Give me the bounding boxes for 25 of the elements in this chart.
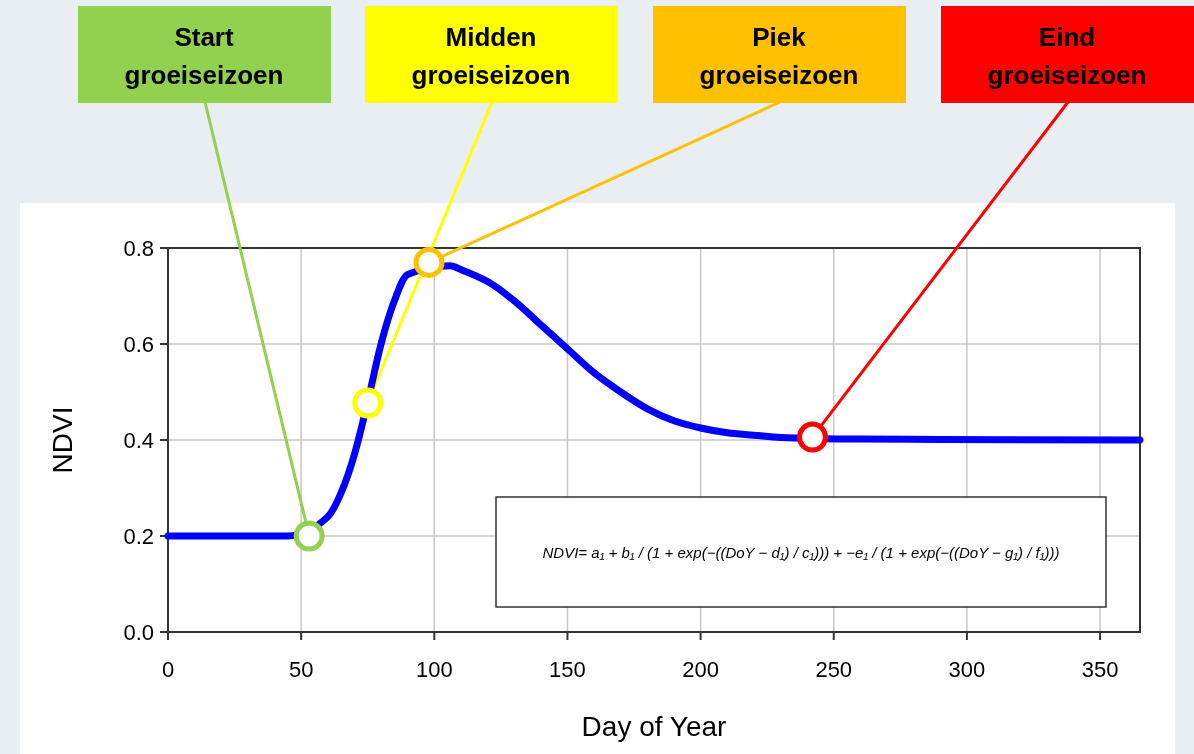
point (796, 421, 828, 453)
x-tick-label: 150 (549, 657, 586, 682)
x-axis-title: Day of Year (581, 711, 727, 742)
formula-box: NDVI= a₁ + b₁ / (1 + exp(−((DoY − d₁) / c₁))) + −e₁ / (1 + exp(−((DoY − g₁) / f₁))) (495, 496, 1107, 608)
annotation: Midden groeiseizoen (411, 22, 571, 90)
point (293, 520, 325, 552)
x-tick-label: 50 (288, 657, 314, 682)
x-tick-label: 100 (415, 657, 453, 682)
x-tick-label: 350 (1081, 657, 1119, 682)
x-tick-label: 0 (161, 657, 175, 682)
y-tick-label: 0.2 (123, 524, 154, 549)
y-tick-label: 0.4 (123, 428, 154, 453)
annotation: Piek groeiseizoen (699, 22, 859, 90)
x-tick-label: 250 (815, 657, 853, 682)
x-tick-label: 300 (948, 657, 986, 682)
y-tick-label: 0.0 (123, 620, 154, 645)
annotation: Eind groeiseizoen (987, 22, 1147, 90)
x-tick-label: 200 (682, 657, 719, 682)
y-tick-label: 0.6 (123, 332, 154, 357)
point (413, 246, 445, 278)
point (352, 387, 384, 419)
annotation: Start groeiseizoen (124, 22, 284, 90)
y-axis-title: NDVI (47, 406, 78, 474)
annotation: NDVI= a₁ + b₁ / (1 + exp(−((DoY − d₁) / c₁))) + −e₁ / (1 + exp(−((DoY − g₁) / f₁))) (542, 544, 1060, 561)
y-tick-label: 0.8 (123, 236, 154, 261)
